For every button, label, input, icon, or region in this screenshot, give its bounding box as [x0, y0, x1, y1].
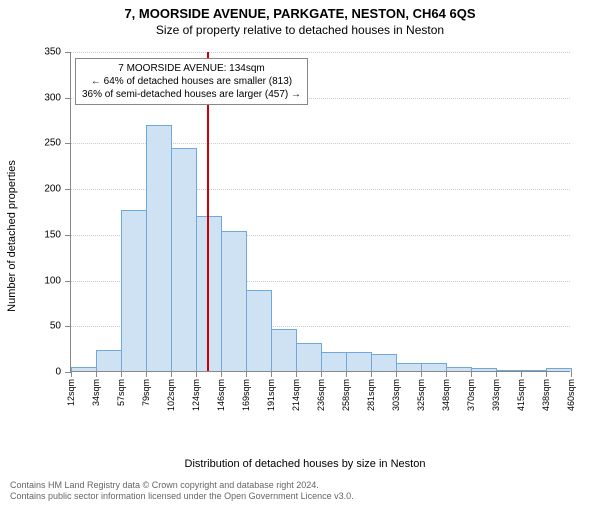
x-tick-label: 438sqm [541, 379, 551, 411]
histogram-bar [96, 350, 122, 371]
y-tick-label: 250 [44, 138, 61, 149]
histogram-bar [396, 363, 422, 371]
histogram-bar [346, 352, 372, 371]
x-tick [121, 371, 122, 377]
x-tick-label: 393sqm [491, 379, 501, 411]
x-tick [96, 371, 97, 377]
x-tick-label: 348sqm [441, 379, 451, 411]
y-tick [65, 189, 71, 190]
x-tick-label: 124sqm [191, 379, 201, 411]
y-tick [65, 98, 71, 99]
x-tick [271, 371, 272, 377]
y-tick-label: 50 [50, 321, 61, 332]
x-tick-label: 102sqm [166, 379, 176, 411]
footer-line: Contains HM Land Registry data © Crown c… [10, 480, 354, 491]
x-tick [396, 371, 397, 377]
x-tick-label: 79sqm [141, 379, 151, 406]
x-tick [496, 371, 497, 377]
footer: Contains HM Land Registry data © Crown c… [10, 480, 354, 502]
gridline [71, 52, 570, 53]
x-tick [571, 371, 572, 377]
histogram-bar [421, 363, 447, 371]
x-tick [446, 371, 447, 377]
x-tick [321, 371, 322, 377]
x-tick-label: 460sqm [566, 379, 576, 411]
x-tick [346, 371, 347, 377]
x-tick [471, 371, 472, 377]
histogram-bar [496, 370, 522, 371]
x-tick-label: 191sqm [266, 379, 276, 411]
annotation-line: 36% of semi-detached houses are larger (… [82, 88, 301, 101]
x-tick [246, 371, 247, 377]
histogram-bar [146, 125, 172, 371]
histogram-bar [321, 352, 347, 371]
annotation-line: 7 MOORSIDE AVENUE: 134sqm [82, 62, 301, 75]
y-tick [65, 281, 71, 282]
y-tick [65, 143, 71, 144]
x-tick-label: 236sqm [316, 379, 326, 411]
y-tick [65, 326, 71, 327]
y-tick-label: 150 [44, 229, 61, 240]
y-tick-label: 0 [55, 367, 61, 378]
histogram-bar [296, 343, 322, 371]
histogram-bar [71, 367, 97, 371]
y-tick-label: 300 [44, 92, 61, 103]
x-tick-label: 146sqm [216, 379, 226, 411]
page-subtitle: Size of property relative to detached ho… [0, 23, 600, 37]
x-tick [71, 371, 72, 377]
x-tick-label: 34sqm [91, 379, 101, 406]
x-tick-label: 303sqm [391, 379, 401, 411]
annotation-box: 7 MOORSIDE AVENUE: 134sqm ← 64% of detac… [75, 58, 308, 105]
histogram-bar [371, 354, 397, 371]
plot-area: 7 MOORSIDE AVENUE: 134sqm ← 64% of detac… [70, 52, 570, 372]
x-tick-label: 169sqm [241, 379, 251, 411]
histogram-bar [271, 329, 297, 371]
chart-container: Number of detached properties 7 MOORSIDE… [40, 52, 570, 420]
histogram-bar [171, 148, 197, 371]
histogram-bar [521, 370, 547, 371]
x-tick [196, 371, 197, 377]
x-tick-label: 258sqm [341, 379, 351, 411]
x-tick [146, 371, 147, 377]
x-tick-label: 57sqm [116, 379, 126, 406]
y-tick-label: 100 [44, 275, 61, 286]
x-tick-label: 370sqm [466, 379, 476, 411]
x-tick [221, 371, 222, 377]
histogram-bar [446, 367, 472, 371]
x-tick-label: 281sqm [366, 379, 376, 411]
x-tick [546, 371, 547, 377]
y-tick [65, 52, 71, 53]
y-tick-label: 350 [44, 47, 61, 58]
x-tick-label: 325sqm [416, 379, 426, 411]
page-title: 7, MOORSIDE AVENUE, PARKGATE, NESTON, CH… [0, 6, 600, 21]
y-axis-label: Number of detached properties [6, 160, 18, 312]
histogram-bar [471, 368, 497, 371]
x-tick [171, 371, 172, 377]
footer-line: Contains public sector information licen… [10, 491, 354, 502]
y-tick-label: 200 [44, 184, 61, 195]
x-tick-label: 415sqm [516, 379, 526, 411]
histogram-bar [121, 210, 147, 371]
x-tick [296, 371, 297, 377]
x-tick [421, 371, 422, 377]
histogram-bar [246, 290, 272, 371]
x-tick [521, 371, 522, 377]
x-tick [371, 371, 372, 377]
histogram-bar [221, 231, 247, 371]
x-tick-label: 214sqm [291, 379, 301, 411]
histogram-bar [546, 368, 572, 371]
annotation-line: ← 64% of detached houses are smaller (81… [82, 75, 301, 88]
y-tick [65, 235, 71, 236]
x-axis-label: Distribution of detached houses by size … [185, 458, 426, 470]
x-tick-label: 12sqm [66, 379, 76, 406]
